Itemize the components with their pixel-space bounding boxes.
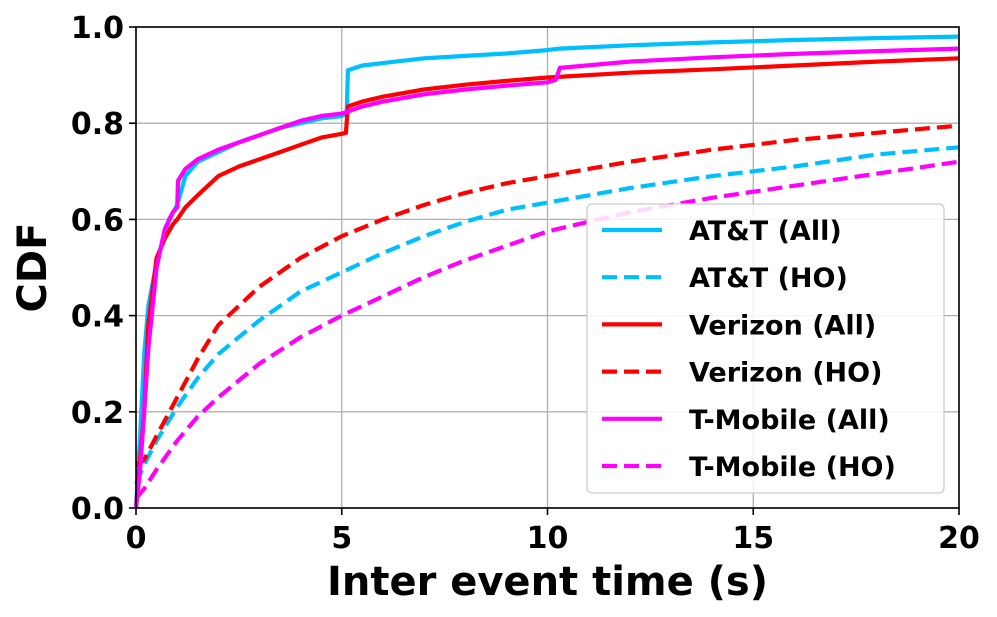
y-tick-label: 0.2 <box>71 396 124 431</box>
legend-label: T-Mobile (All) <box>689 405 890 436</box>
legend-box <box>586 203 945 494</box>
legend-label: AT&T (HO) <box>689 263 848 294</box>
legend-label: T-Mobile (HO) <box>689 452 896 483</box>
series-line-4 <box>134 123 960 467</box>
legend-label: Verizon (All) <box>689 310 876 341</box>
y-tick-label: 0.6 <box>71 203 124 238</box>
axis-ticks: 0 5 10 15 20 0.0 0.2 0.4 0.6 0.8 1.0 <box>71 11 980 556</box>
x-axis-label: Inter event time (s) <box>327 559 768 605</box>
y-axis-label: CDF <box>10 223 56 313</box>
x-tick-label: 15 <box>732 521 774 556</box>
y-tick-label: 0.8 <box>71 107 124 142</box>
series-line-6 <box>134 159 960 500</box>
series-lines <box>133 34 960 509</box>
series-line-5 <box>133 46 960 509</box>
y-tick-label: 1.0 <box>71 11 124 46</box>
y-tick-label: 0.0 <box>71 492 124 527</box>
legend-label: AT&T (All) <box>689 216 842 247</box>
y-tick-label: 0.4 <box>71 300 124 335</box>
series-line-2 <box>134 145 960 485</box>
x-tick-label: 10 <box>527 521 569 556</box>
x-tick-label: 5 <box>331 521 352 556</box>
x-tick-label: 0 <box>126 521 147 556</box>
legend-label: Verizon (HO) <box>689 358 882 389</box>
x-tick-label: 20 <box>938 521 980 556</box>
legend: AT&T (All) AT&T (HO) Verizon (All) Verizon … <box>586 203 945 494</box>
